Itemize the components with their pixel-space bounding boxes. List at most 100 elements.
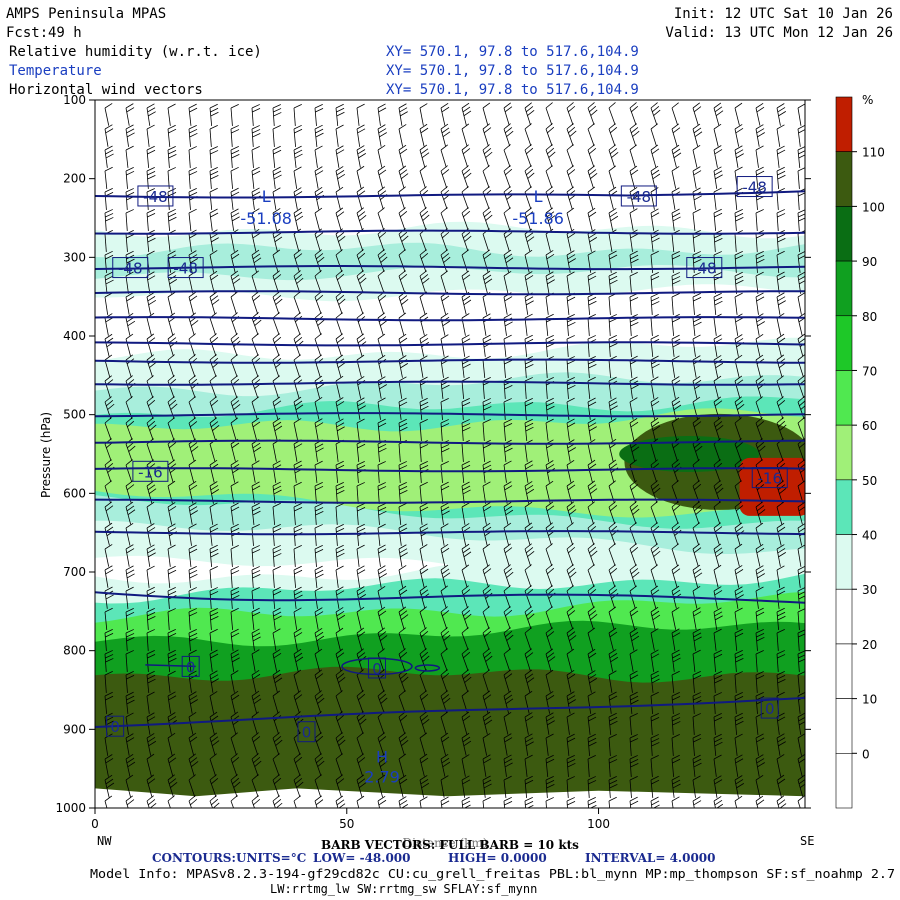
wind-barb	[524, 313, 533, 336]
wind-barb	[335, 333, 345, 357]
contour-label: 0	[302, 724, 312, 742]
wind-barb	[125, 629, 135, 651]
colorbar-label: 20	[862, 638, 877, 652]
wind-barb	[566, 776, 575, 798]
wind-barb	[146, 167, 156, 189]
wind-barb	[125, 753, 136, 777]
wind-barb	[377, 145, 386, 168]
wind-barb	[440, 648, 448, 672]
wind-barb	[419, 207, 430, 231]
colorbar-label: 110	[862, 146, 885, 160]
wind-barb	[272, 291, 283, 315]
wind-barb	[482, 564, 492, 588]
wind-barb	[545, 271, 555, 294]
valid-time: Valid: 13 UTC Mon 12 Jan 26	[665, 25, 893, 41]
wind-barb	[524, 207, 534, 231]
wind-barb	[272, 669, 283, 693]
wind-barb	[503, 796, 513, 808]
wind-barb	[671, 754, 681, 777]
wind-barb	[440, 481, 450, 504]
wind-barb	[167, 670, 176, 693]
contour-label-box	[181, 655, 200, 677]
wind-barb	[440, 669, 450, 693]
rh-band	[95, 666, 805, 808]
x-axis-label: Distance (km)	[403, 836, 488, 850]
wind-barb	[104, 124, 114, 147]
wind-barb	[650, 293, 660, 315]
wind-barb	[293, 545, 302, 567]
wind-barb	[146, 103, 156, 126]
wind-barb	[335, 103, 345, 126]
wind-barb	[503, 754, 513, 777]
wind-barb	[671, 543, 679, 567]
wind-barb	[209, 587, 219, 609]
wind-barb	[314, 503, 324, 525]
contour-label-box	[760, 697, 779, 719]
wind-barb	[692, 543, 702, 567]
wind-barb	[566, 712, 575, 735]
wind-barb	[734, 209, 744, 231]
rh-fill-layer	[95, 221, 805, 808]
wind-barb	[251, 145, 260, 168]
wind-barb	[377, 732, 387, 756]
wind-barb	[524, 123, 532, 147]
wind-barb	[104, 103, 113, 126]
wind-barb	[272, 566, 281, 588]
wind-barb	[230, 587, 240, 609]
field-name-rh: Relative humidity (w.r.t. ice)	[9, 44, 262, 60]
wind-barb	[671, 734, 680, 756]
wind-barb	[104, 650, 114, 672]
wind-barb	[482, 711, 493, 735]
wind-barb	[755, 565, 765, 588]
wind-barb	[482, 502, 492, 525]
wind-barb	[251, 795, 261, 808]
wind-barb	[230, 566, 240, 588]
wind-barb	[755, 417, 765, 441]
wind-barb	[734, 417, 742, 441]
wind-barb	[587, 207, 597, 231]
wind-barb	[188, 417, 198, 441]
wind-barb	[629, 543, 639, 567]
wind-barb	[146, 753, 155, 777]
wind-barb	[272, 732, 283, 756]
wind-barb	[566, 501, 577, 525]
wind-barb	[503, 733, 513, 756]
wind-barb	[398, 103, 408, 126]
colorbar-label: 40	[862, 529, 877, 543]
wind-barb	[419, 690, 429, 714]
wind-barb	[419, 249, 429, 273]
wind-barb	[104, 691, 114, 714]
colorbar-label: 100	[862, 200, 885, 214]
wind-barb	[461, 796, 471, 808]
wind-barb	[335, 166, 346, 189]
wind-barb	[146, 774, 156, 798]
wind-barb	[503, 270, 512, 294]
wind-barb	[671, 144, 682, 168]
wind-barb	[188, 291, 198, 315]
wind-barb	[188, 124, 198, 147]
wind-barb	[650, 501, 658, 525]
wind-barb	[251, 396, 260, 420]
colorbar-segment	[835, 151, 853, 207]
wind-barb	[734, 501, 744, 525]
wind-barb	[209, 396, 219, 420]
wind-barb	[293, 690, 303, 714]
wind-barb	[608, 755, 618, 777]
wind-barb	[734, 124, 744, 147]
wind-barb	[545, 797, 554, 808]
wind-barb	[188, 732, 198, 756]
wind-barb	[314, 270, 322, 294]
wind-barb	[734, 754, 744, 777]
colorbar-segment	[835, 479, 853, 535]
wind-barb	[797, 167, 805, 189]
wind-barb	[272, 145, 282, 168]
wind-barb	[650, 606, 661, 630]
y-tick-label: 500	[63, 408, 86, 422]
wind-barb	[314, 669, 324, 693]
wind-barb	[671, 522, 682, 546]
wind-barb	[377, 397, 386, 420]
wind-barb	[293, 524, 303, 546]
colorbar-title: %	[862, 93, 873, 107]
wind-barb	[104, 544, 113, 567]
wind-barb	[566, 648, 575, 672]
